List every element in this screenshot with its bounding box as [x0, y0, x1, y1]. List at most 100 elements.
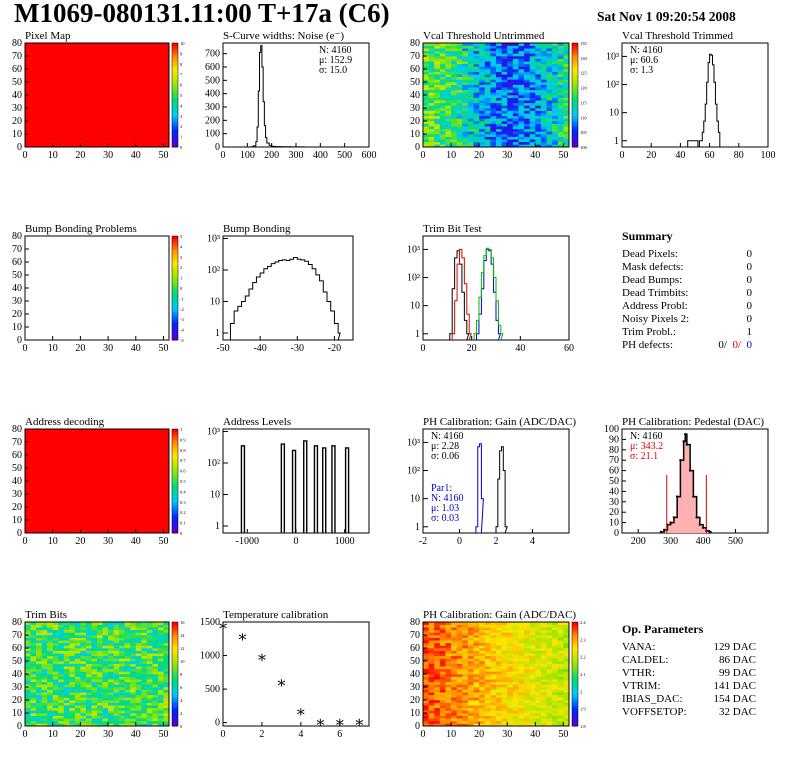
heatmap-cell [36, 632, 42, 636]
heatmap-cell [529, 707, 536, 711]
heatmap-cell [518, 113, 525, 117]
heatmap-cell [507, 69, 514, 72]
heatmap-cell [124, 671, 131, 675]
heatmap-cell [141, 661, 148, 664]
heatmap-cell [434, 100, 441, 104]
heatmap-cell [479, 63, 486, 67]
heatmap-cell [462, 632, 469, 636]
colorbar-cell [172, 131, 178, 135]
heatmap-cell [36, 640, 42, 644]
plot-frame [621, 42, 769, 148]
heatmap-cell [507, 632, 514, 636]
heatmap-cell [439, 635, 446, 638]
heatmap-cell [423, 100, 429, 104]
heatmap-cell [518, 61, 525, 65]
heatmap-cell [119, 632, 125, 636]
heatmap-cell [47, 642, 53, 646]
heatmap-cell [52, 640, 59, 644]
heatmap-cell [507, 653, 514, 657]
heatmap-cell [124, 710, 131, 714]
heatmap-cell [25, 684, 31, 688]
x-tick-label: 40 [131, 150, 141, 161]
heatmap-cell [518, 642, 525, 646]
heatmap-cell [496, 692, 502, 696]
heatmap-cell [69, 650, 76, 654]
heatmap-cell [529, 674, 536, 677]
heatmap-cell [546, 715, 553, 719]
colorbar-cell [572, 627, 578, 631]
heatmap-cell [518, 105, 525, 109]
heatmap-cell [63, 671, 70, 675]
heatmap-cell [501, 121, 508, 124]
heatmap-cell [85, 710, 92, 714]
panel-title-address-levels: Address Levels [223, 416, 292, 428]
heatmap-cell [557, 141, 564, 145]
stat-line: N: 4160 [630, 431, 663, 442]
heatmap-cell [462, 58, 469, 62]
summary-label: Noisy Pixels 2: [622, 313, 690, 325]
heatmap-cell [496, 645, 502, 649]
heatmap-cell [496, 637, 502, 641]
heatmap-cell [451, 710, 457, 714]
op-param-label: IBIAS_DAC: [622, 693, 683, 705]
heatmap-cell [507, 661, 514, 664]
heatmap-cell [434, 95, 441, 98]
heatmap-cell [119, 689, 125, 693]
heatmap-cell [490, 108, 497, 111]
heatmap-cell [563, 671, 570, 675]
heatmap-cell [423, 687, 429, 690]
heatmap-cell [518, 674, 525, 677]
heatmap-cell [63, 718, 70, 722]
heatmap-cell [540, 82, 547, 85]
heatmap-cell [439, 689, 446, 693]
heatmap-cell [439, 115, 446, 119]
heatmap-cell [484, 89, 491, 93]
heatmap-cell [501, 139, 508, 143]
heatmap-cell [507, 131, 514, 135]
heatmap-cell [529, 58, 536, 62]
heatmap-cell [102, 642, 109, 646]
op-param-value: 86 DAC [719, 654, 756, 666]
heatmap-cell [563, 115, 570, 119]
heatmap-cell [524, 141, 530, 145]
heatmap-cell [63, 694, 70, 698]
heatmap-cell [490, 113, 497, 117]
heatmap-cell [85, 720, 92, 724]
heatmap-cell [456, 89, 463, 93]
heatmap-cell [507, 48, 514, 52]
y-tick-label: 300 [205, 102, 220, 113]
heatmap-cell [546, 95, 553, 98]
heatmap-cell [85, 663, 92, 667]
heatmap-cell [484, 136, 491, 140]
heatmap-cell [496, 121, 502, 124]
heatmap-cell [152, 627, 159, 631]
heatmap-cell [445, 702, 452, 706]
heatmap-cell [157, 629, 164, 633]
heatmap-cell [152, 642, 159, 646]
heatmap-cell [130, 661, 137, 664]
heatmap-cell [163, 622, 170, 625]
x-tick-label: 0 [421, 343, 426, 354]
heatmap-cell [524, 139, 530, 143]
heatmap-cell [130, 705, 137, 709]
heatmap-cell [490, 123, 497, 127]
heatmap-cell [490, 655, 497, 659]
y-tick-label: 50 [12, 77, 22, 88]
heatmap-cell [74, 720, 81, 724]
heatmap-cell [439, 655, 446, 659]
heatmap-cell [52, 720, 59, 724]
colorbar-label: 125 [580, 71, 588, 76]
heatmap-cell [546, 92, 553, 96]
heatmap-cell [490, 674, 497, 677]
heatmap-cell [563, 141, 570, 145]
heatmap-cell [524, 76, 530, 80]
heatmap-cell [91, 718, 98, 722]
heatmap-cell [479, 640, 486, 644]
heatmap-cell [102, 666, 109, 670]
heatmap-cell [146, 705, 153, 709]
heatmap-cell [563, 136, 570, 140]
heatmap-cell [467, 705, 474, 709]
heatmap-cell [445, 707, 452, 711]
heatmap-cell [439, 663, 446, 667]
heatmap-cell [535, 131, 542, 135]
